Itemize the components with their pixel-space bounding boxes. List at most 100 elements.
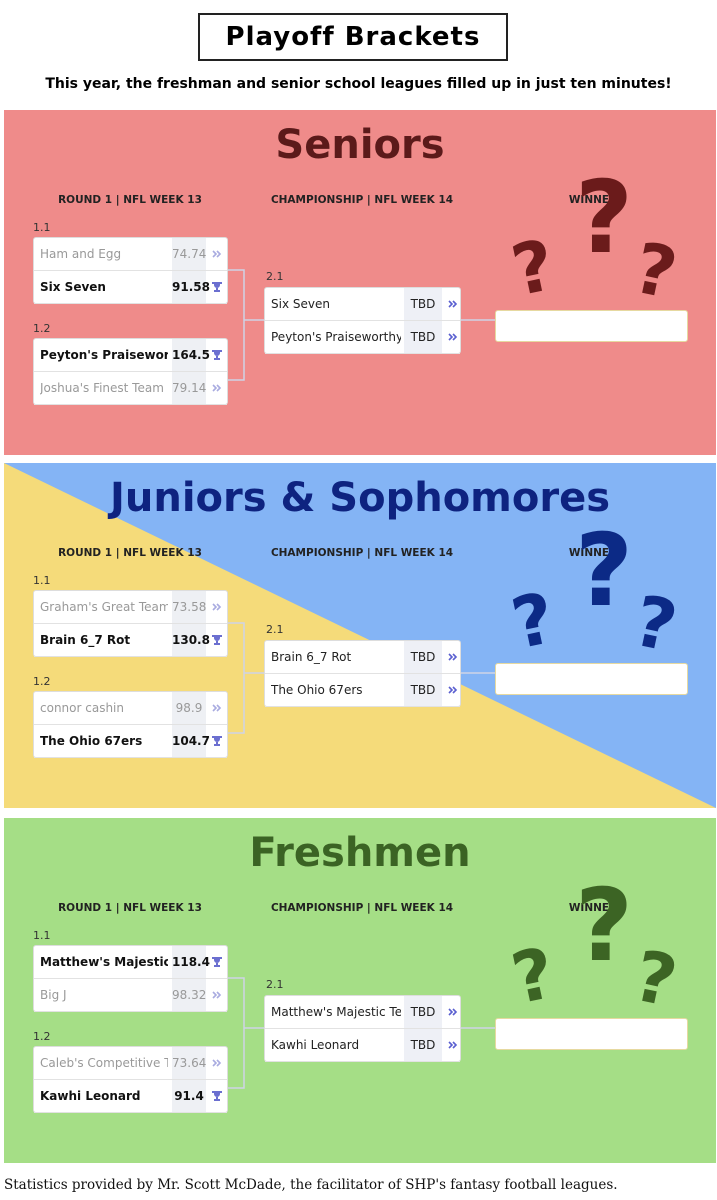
match-id: 1.2	[33, 322, 51, 335]
arrow-icon	[448, 686, 458, 694]
team-row: Caleb's Competitive Te 73.64	[34, 1047, 227, 1080]
section-title: Seniors	[275, 122, 445, 168]
team-score: TBD	[404, 321, 442, 353]
match-id: 2.1	[266, 623, 284, 636]
match-box: Caleb's Competitive Te 73.64 Kawhi Leonard…	[33, 1046, 228, 1113]
team-score: 98.9	[172, 692, 206, 724]
team-score: 118.4	[172, 946, 210, 978]
team-name: Matthew's Majestic Tea	[271, 1005, 401, 1019]
connector	[228, 269, 495, 381]
section-title: Juniors & Sophomores	[110, 475, 610, 521]
trophy-icon	[212, 1091, 222, 1101]
arrow-icon	[448, 1008, 458, 1016]
winner-box	[495, 663, 688, 695]
arrow-icon	[448, 333, 458, 341]
team-name: The Ohio 67ers	[40, 734, 143, 748]
question-mark: ?	[575, 867, 634, 984]
bracket-section: Freshmen ROUND 1 | NFL WEEK 13 CHAMPIONSHI…	[4, 818, 716, 1163]
round-label: ROUND 1 | NFL WEEK 13	[58, 547, 202, 559]
team-row: Six Seven TBD	[265, 288, 460, 321]
match-id: 2.1	[266, 978, 284, 991]
match-box: Brain 6_7 Rot TBD The Ohio 67ers TBD	[264, 640, 461, 707]
trophy-icon	[212, 736, 222, 746]
trophy-icon	[212, 350, 222, 360]
team-row: Graham's Great Team 73.58	[34, 591, 227, 624]
question-mark: ?	[575, 159, 634, 276]
team-name: Six Seven	[271, 297, 330, 311]
team-name: Caleb's Competitive Te	[40, 1056, 168, 1070]
trophy-icon	[212, 957, 222, 967]
arrow-icon	[448, 653, 458, 661]
team-score: 164.5	[172, 339, 210, 371]
arrow-icon	[212, 991, 222, 999]
section-title: Freshmen	[249, 830, 471, 876]
team-score: TBD	[404, 996, 442, 1028]
match-box: Six Seven TBD Peyton's Praiseworthy I TBD	[264, 287, 461, 354]
team-row: Kawhi Leonard 91.4	[34, 1080, 227, 1113]
question-mark: ?	[575, 512, 634, 629]
round-label: CHAMPIONSHIP | NFL WEEK 14	[270, 194, 454, 206]
round-label: WINNER	[568, 547, 618, 559]
match-box: Matthew's Majestic Tea TBD Kawhi Leonard TB…	[264, 995, 461, 1062]
match-box: Graham's Great Team 73.58 Brain 6_7 Rot 130…	[33, 590, 228, 657]
arrow-icon	[212, 384, 222, 392]
match-box: Ham and Egg 74.74 Six Seven 91.58	[33, 237, 228, 304]
round-label: ROUND 1 | NFL WEEK 13	[58, 902, 202, 914]
match-id: 1.2	[33, 1030, 51, 1043]
match-id: 2.1	[266, 270, 284, 283]
trophy-icon	[212, 635, 222, 645]
team-name: Matthew's Majestic Te	[40, 955, 168, 969]
team-row: Matthew's Majestic Te 118.4	[34, 946, 227, 979]
match-box: Matthew's Majestic Te 118.4 Big J 98.32	[33, 945, 228, 1012]
team-name: Ham and Egg	[40, 247, 122, 261]
bracket-section: Seniors ROUND 1 | NFL WEEK 13 CHAMPIONSHIP…	[4, 110, 716, 455]
winner-box	[495, 1018, 688, 1050]
team-name: Brain 6_7 Rot	[271, 650, 352, 664]
team-name: Peyton's Praiseworthy I	[271, 330, 401, 344]
team-name: Six Seven	[40, 280, 106, 294]
arrow-icon	[448, 300, 458, 308]
round-label: WINNER	[568, 194, 618, 206]
match-id: 1.1	[33, 574, 51, 587]
team-score: 98.32	[172, 979, 206, 1011]
match-id: 1.1	[33, 929, 51, 942]
team-row: Matthew's Majestic Tea TBD	[265, 996, 460, 1029]
footer: Statistics provided by Mr. Scott McDade,…	[4, 1177, 618, 1193]
subtitle: This year, the freshman and senior schoo…	[45, 76, 672, 92]
match-box: connor cashin 98.9 The Ohio 67ers 104.7	[33, 691, 228, 758]
bracket-section: Juniors & Sophomores ROUND 1 | NFL WEEK 1…	[4, 463, 716, 808]
round-label: ROUND 1 | NFL WEEK 13	[58, 194, 202, 206]
connector	[228, 622, 495, 734]
arrow-icon	[448, 1041, 458, 1049]
team-row: Joshua's Finest Team 79.14	[34, 372, 227, 405]
team-row: Brain 6_7 Rot TBD	[265, 641, 460, 674]
team-score: 79.14	[172, 372, 206, 404]
winner-box	[495, 310, 688, 342]
team-row: connor cashin 98.9	[34, 692, 227, 725]
team-name: The Ohio 67ers	[271, 683, 363, 697]
team-score: 91.4	[172, 1080, 206, 1112]
team-score: 74.74	[172, 238, 206, 270]
match-id: 1.2	[33, 675, 51, 688]
team-name: Peyton's Praiseworthy	[40, 348, 168, 362]
team-row: The Ohio 67ers 104.7	[34, 725, 227, 758]
team-score: 73.58	[172, 591, 206, 623]
trophy-icon	[212, 282, 222, 292]
team-name: Joshua's Finest Team	[40, 381, 164, 395]
team-row: The Ohio 67ers TBD	[265, 674, 460, 707]
team-row: Peyton's Praiseworthy I TBD	[265, 321, 460, 354]
connector	[228, 977, 495, 1089]
team-score: TBD	[404, 674, 442, 706]
title: Playoff Brackets	[198, 13, 508, 61]
team-name: connor cashin	[40, 701, 124, 715]
arrow-icon	[212, 603, 222, 611]
team-row: Ham and Egg 74.74	[34, 238, 227, 271]
round-label: WINNER	[568, 902, 618, 914]
team-row: Peyton's Praiseworthy 164.5	[34, 339, 227, 372]
arrow-icon	[212, 250, 222, 258]
team-score: 104.7	[172, 725, 210, 757]
arrow-icon	[212, 704, 222, 712]
team-name: Brain 6_7 Rot	[40, 633, 131, 647]
